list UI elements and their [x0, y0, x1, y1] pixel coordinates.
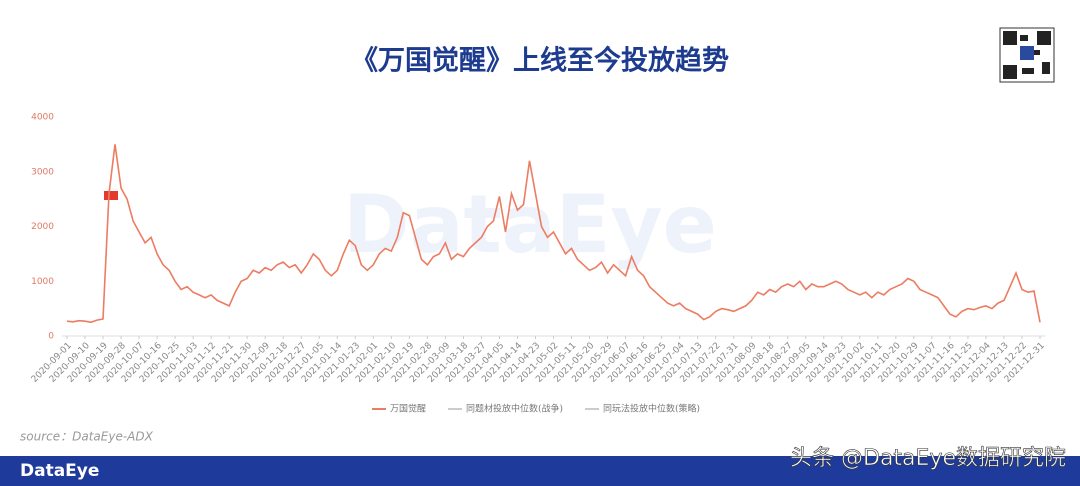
- qr-code: [999, 27, 1055, 83]
- y-tick-label: 1000: [31, 277, 54, 287]
- y-tick-label: 0: [48, 332, 54, 342]
- footer-brand: DataEye: [20, 461, 99, 481]
- legend-label: 同玩法投放中位数(策略): [603, 403, 700, 415]
- y-tick-label: 3000: [31, 167, 54, 177]
- watermark-logo: DataEye: [343, 178, 717, 271]
- legend-label: 同题材投放中位数(战争): [466, 403, 563, 415]
- y-tick-label: 2000: [31, 222, 54, 232]
- source-note: source：DataEye-ADX: [20, 430, 154, 444]
- footer-watermark: 头条 @DataEye数据研究院: [790, 446, 1066, 471]
- flag-icon: [104, 191, 118, 200]
- data-line: [66, 144, 1041, 324]
- footer-bar: [0, 456, 1080, 486]
- y-tick-label: 4000: [31, 113, 54, 123]
- legend-label: 万国觉醒: [390, 404, 426, 415]
- chart-title: 《万国觉醒》上线至今投放趋势: [351, 45, 729, 77]
